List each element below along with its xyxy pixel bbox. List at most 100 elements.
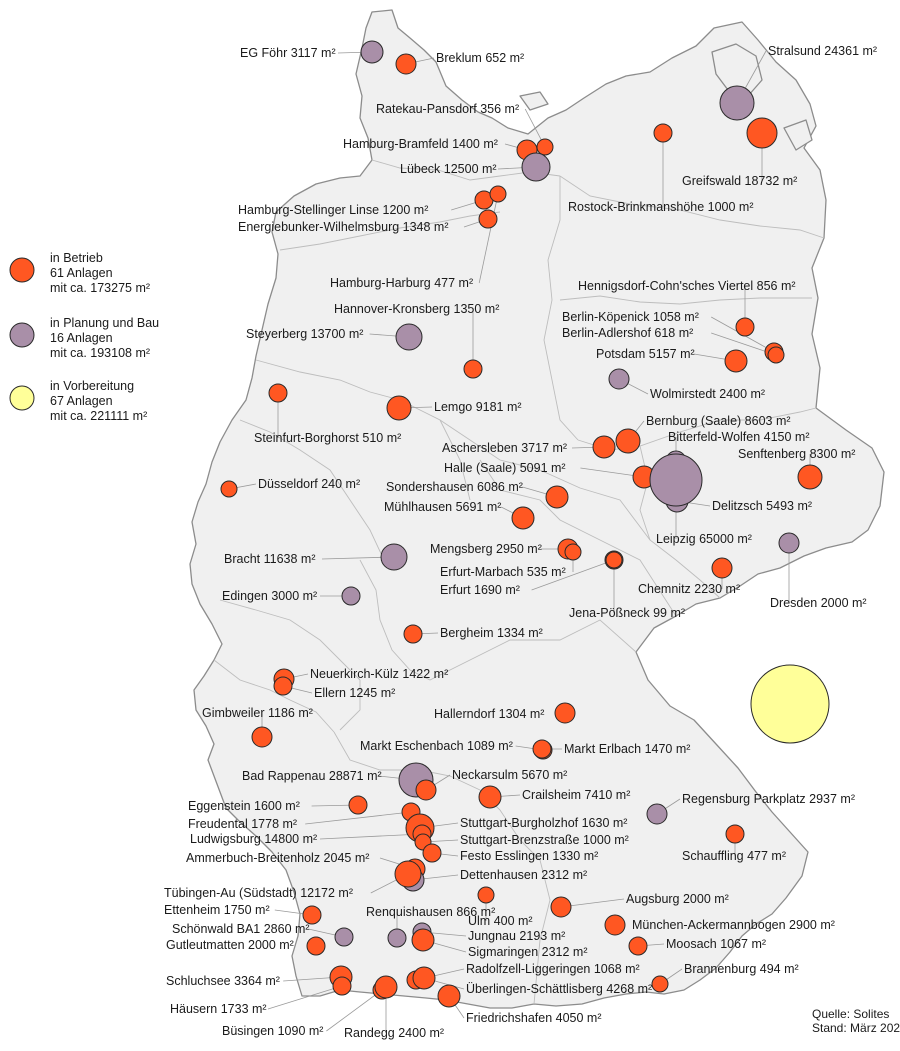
- plant-marker: [604, 914, 626, 936]
- plant-label: Steyerberg 13700 m²: [246, 327, 363, 341]
- plant-marker: [521, 152, 551, 182]
- plant-marker: [360, 40, 384, 64]
- plant-marker: [797, 464, 823, 490]
- plant-label: Hamburg-Harburg 477 m²: [330, 276, 473, 290]
- plant-marker: [477, 886, 495, 904]
- island-usedom: [783, 119, 813, 151]
- plant-label: Hamburg-Stellinger Linse 1200 m²: [238, 203, 428, 217]
- date-line: Stand: März 2025: [812, 1021, 900, 1035]
- plant-label: Lemgo 9181 m²: [434, 400, 522, 414]
- plant-label: Energiebunker-Wilhelmsburg 1348 m²: [238, 220, 449, 234]
- plant-label: Bad Rappenau 28871 m²: [242, 769, 382, 783]
- legend: in Betrieb 61 Anlagen mit ca. 173275 m² …: [9, 251, 159, 423]
- plant-marker: [415, 779, 437, 801]
- plant-marker: [767, 346, 785, 364]
- plant-label: Potsdam 5157 m²: [596, 347, 695, 361]
- plant-label: Markt Eschenbach 1089 m²: [360, 739, 513, 753]
- plant-label: Friedrichshafen 4050 m²: [466, 1011, 601, 1025]
- plant-label: Edingen 3000 m²: [222, 589, 317, 603]
- legend-preparation-line1: in Vorbereitung: [50, 379, 134, 393]
- source-line: Quelle: Solites: [812, 1007, 889, 1021]
- plant-marker: [651, 975, 669, 993]
- plant-marker: [628, 936, 648, 956]
- legend-operating-line1: in Betrieb: [50, 251, 103, 265]
- plant-label: Hallerndorf 1304 m²: [434, 707, 544, 721]
- plant-label: Ellern 1245 m²: [314, 686, 395, 700]
- plant-marker: [646, 803, 668, 825]
- legend-planning-line2: 16 Anlagen: [50, 331, 113, 345]
- plant-label: Dettenhausen 2312 m²: [460, 868, 587, 882]
- plant-marker: [653, 123, 673, 143]
- plant-marker: [395, 323, 423, 351]
- plant-marker: [251, 726, 273, 748]
- plant-label: Jungnau 2193 m²: [468, 929, 565, 943]
- plant-label: Gutleutmatten 2000 m²: [166, 938, 294, 952]
- plant-label: Randegg 2400 m²: [344, 1026, 444, 1040]
- plant-label: Jena-Pößneck 99 m²: [569, 606, 685, 620]
- plant-label: Dresden 2000 m²: [770, 596, 867, 610]
- legend-planning-marker: [9, 322, 35, 348]
- plant-marker: [268, 383, 288, 403]
- plant-label: Ulm 400 m²: [468, 914, 533, 928]
- plant-label: Bernburg (Saale) 8603 m²: [646, 414, 791, 428]
- plant-label: Überlingen-Schättlisberg 4268 m²: [466, 982, 652, 996]
- plant-marker: [463, 359, 483, 379]
- plant-marker: [615, 428, 641, 454]
- plant-label: Tübingen-Au (Südstadt) 12172 m²: [164, 886, 353, 900]
- plant-label: Stuttgart-Brenzstraße 1000 m²: [460, 833, 629, 847]
- legend-operating-marker: [9, 257, 35, 283]
- leader-line: [305, 811, 412, 825]
- plant-label: EG Föhr 3117 m²: [240, 46, 336, 60]
- plant-marker: [380, 543, 408, 571]
- plant-label: Freudental 1778 m²: [188, 817, 297, 831]
- plant-marker: [489, 185, 507, 203]
- plant-marker: [374, 975, 398, 999]
- plant-marker: [725, 824, 745, 844]
- plant-label: Ettenheim 1750 m²: [164, 903, 270, 917]
- plant-label: Hennigsdorf-Cohn'sches Viertel 856 m²: [578, 279, 796, 293]
- plant-label: Ratekau-Pansdorf 356 m²: [376, 102, 519, 116]
- plant-marker: [746, 117, 778, 149]
- plant-marker: [334, 927, 354, 947]
- plant-label: Berlin-Adlershof 618 m²: [562, 326, 693, 340]
- plant-marker: [711, 557, 733, 579]
- plant-marker: [394, 860, 422, 888]
- plant-label: Erfurt 1690 m²: [440, 583, 520, 597]
- plant-label: Büsingen 1090 m²: [222, 1024, 323, 1038]
- plant-label: München-Ackermannbogen 2900 m²: [632, 918, 835, 932]
- plant-marker: [220, 480, 238, 498]
- leader-line: [267, 985, 343, 1010]
- plant-label: Schönwald BA1 2860 m²: [172, 922, 310, 936]
- plant-marker: [608, 368, 630, 390]
- plant-label: Crailsheim 7410 m²: [522, 788, 630, 802]
- plant-label: Sigmaringen 2312 m²: [468, 945, 588, 959]
- plant-label: Hamburg-Bramfeld 1400 m²: [343, 137, 498, 151]
- legend-preparation-line2: 67 Anlagen: [50, 394, 113, 408]
- plant-marker: [387, 928, 407, 948]
- plant-label: Markt Erlbach 1470 m²: [564, 742, 690, 756]
- plant-labels: EG Föhr 3117 m² Breklum 652 m² Stralsund 2…: [164, 44, 877, 1040]
- plant-label: Erfurt-Marbach 535 m²: [440, 565, 566, 579]
- plant-label: Leipzig 65000 m²: [656, 532, 752, 546]
- plant-label: Häusern 1733 m²: [170, 1002, 267, 1016]
- plant-marker: [605, 551, 623, 569]
- legend-preparation-marker: [9, 385, 35, 411]
- plant-marker: [719, 85, 755, 121]
- plant-label: Mengsberg 2950 m²: [430, 542, 542, 556]
- legend-planning-line1: in Planung und Bau: [50, 316, 159, 330]
- plant-marker: [536, 138, 554, 156]
- plant-label: Ludwigsburg 14800 m²: [190, 832, 317, 846]
- plant-markers: [220, 40, 823, 1008]
- plant-label: Bracht 11638 m²: [224, 552, 315, 566]
- plant-label: Rostock-Brinkmanshöhe 1000 m²: [568, 200, 754, 214]
- plant-label: Lübeck 12500 m²: [400, 162, 497, 176]
- plant-marker: [554, 702, 576, 724]
- plant-marker: [395, 53, 417, 75]
- plant-label: Ammerbuch-Breitenholz 2045 m²: [186, 851, 369, 865]
- plant-marker: [437, 984, 461, 1008]
- plant-label: Augsburg 2000 m²: [626, 892, 729, 906]
- plant-marker: [302, 905, 322, 925]
- legend-planning-line3: mit ca. 193108 m²: [50, 346, 150, 360]
- plant-label: Greifswald 18732 m²: [682, 174, 797, 188]
- plant-label: Stuttgart-Burgholzhof 1630 m²: [460, 816, 627, 830]
